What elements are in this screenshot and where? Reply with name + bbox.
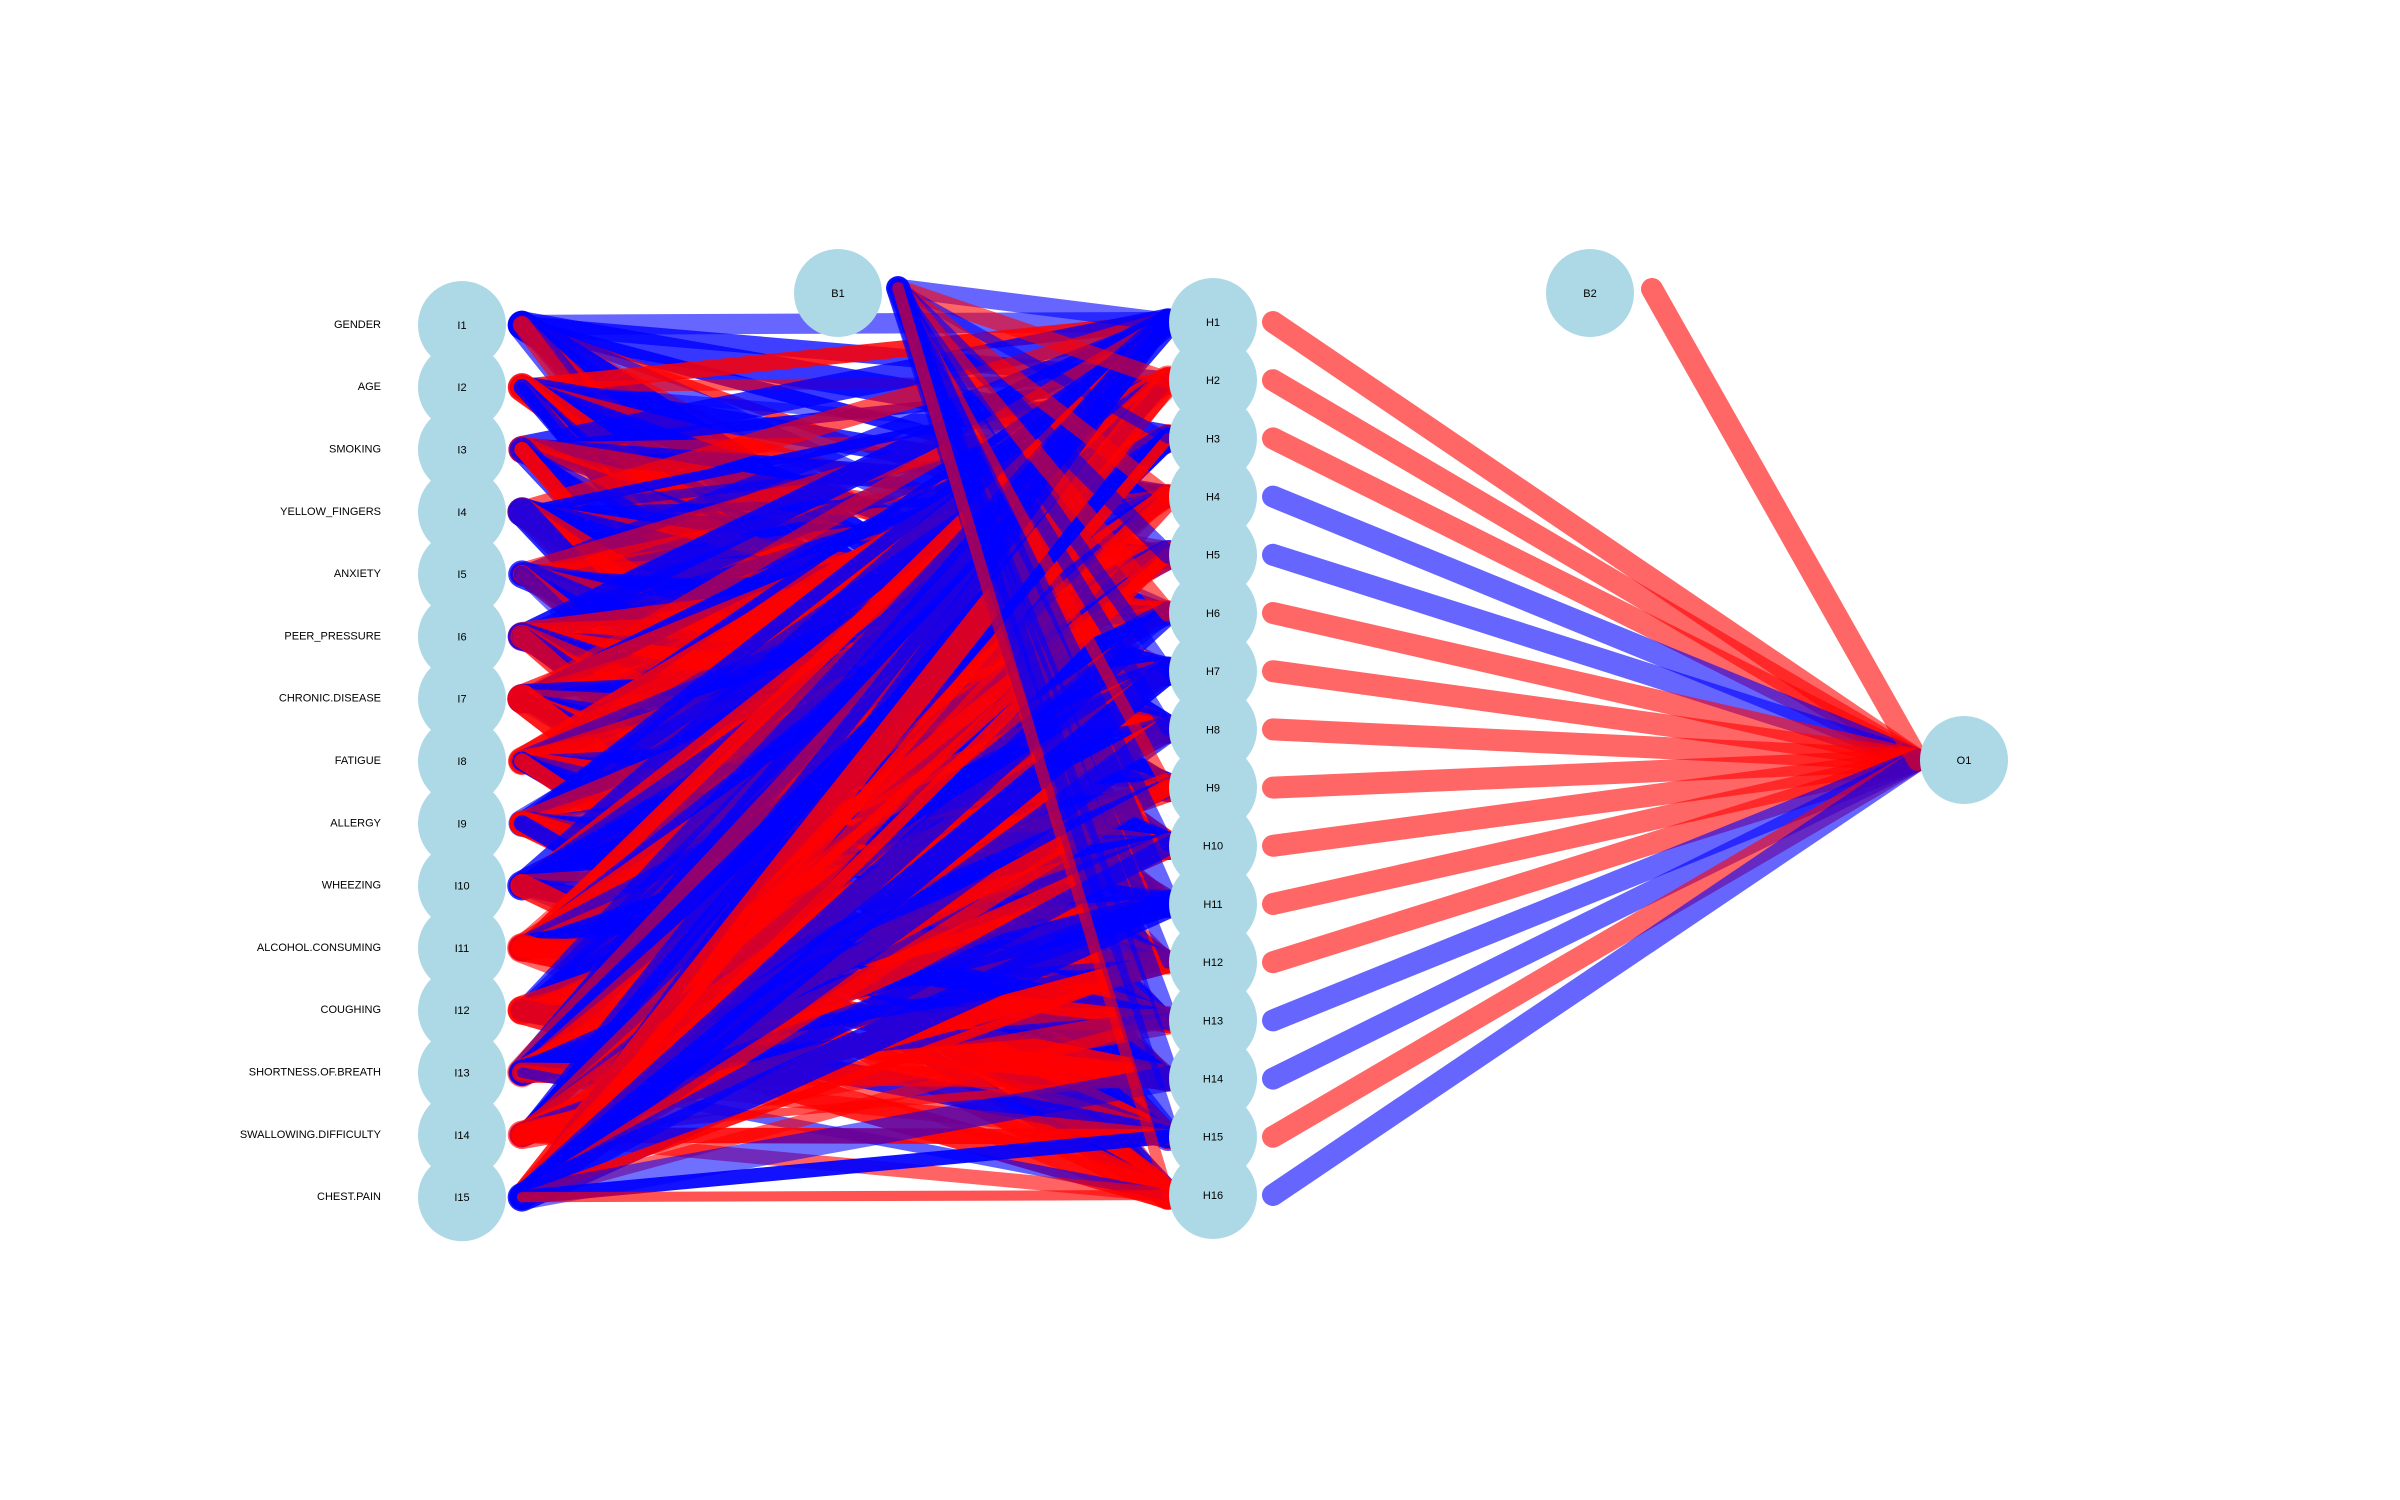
input-node-I12-label: I12 [454, 1005, 469, 1017]
hidden-node-H8-label: H8 [1206, 724, 1220, 736]
input-node-I8-label: I8 [457, 756, 466, 768]
hidden-node-H16-label: H16 [1203, 1190, 1223, 1202]
hidden-node-H9-label: H9 [1206, 783, 1220, 795]
input-name-I15: CHEST.PAIN [317, 1191, 381, 1203]
hidden-node-H15-label: H15 [1203, 1132, 1223, 1144]
bias-node-B2 [1546, 249, 1634, 337]
input-name-I11: ALCOHOL.CONSUMING [257, 942, 381, 954]
input-node-I6 [418, 592, 506, 681]
input-name-I10: WHEEZING [322, 880, 381, 892]
input-name-I3: SMOKING [329, 444, 381, 456]
hidden-node-H13-label: H13 [1203, 1015, 1223, 1027]
hidden-node-H3-label: H3 [1206, 433, 1220, 445]
input-node-I7-label: I7 [457, 694, 466, 706]
hidden-node-H5-label: H5 [1206, 550, 1220, 562]
connection-I15-H14 [509, 1065, 1181, 1210]
hidden-bias-connections [886, 276, 1180, 1201]
input-name-I14: SWALLOWING.DIFFICULTY [240, 1129, 382, 1141]
input-name-I7: CHRONIC.DISEASE [279, 693, 381, 705]
input-name-I12: COUGHING [321, 1004, 382, 1016]
hidden-node-H16 [1169, 1151, 1257, 1239]
input-node-I4-label: I4 [457, 507, 466, 519]
hidden-node-H4-label: H4 [1206, 492, 1220, 504]
input-node-I4 [418, 467, 506, 556]
hidden-node-H10-label: H10 [1203, 841, 1223, 853]
input-node-I15 [418, 1153, 506, 1242]
input-node-I5-label: I5 [457, 569, 466, 581]
input-node-I15-label: I15 [454, 1192, 469, 1204]
input-node-I3-label: I3 [457, 445, 466, 457]
input-name-I6: PEER_PRESSURE [284, 630, 381, 642]
hidden-output-connections [1262, 311, 1929, 1206]
hidden-node-H7-label: H7 [1206, 666, 1220, 678]
input-name-I2: AGE [358, 381, 381, 393]
input-name-I5: ANXIETY [334, 568, 382, 580]
input-node-I1-label: I1 [457, 320, 466, 332]
input-node-I8 [418, 717, 506, 806]
input-name-I4: YELLOW_FINGERS [280, 506, 381, 518]
input-node-I5 [418, 530, 506, 619]
connection-I15-H16 [516, 1189, 1174, 1203]
hidden-node-H2-label: H2 [1206, 375, 1220, 387]
input-variable-names: GENDER AGE SMOKING YELLOW_FINGERS ANXIETY PEE… [240, 319, 382, 1203]
hidden-node-H12-label: H12 [1203, 957, 1223, 969]
connection-H16-O1 [1262, 749, 1929, 1206]
output-bias-connection [1641, 278, 1929, 771]
input-node-I9-label: I9 [457, 818, 466, 830]
input-node-I11-label: I11 [455, 943, 469, 955]
connection-B1-H16 [892, 282, 1174, 1201]
connection-I4-H1 [510, 310, 1180, 523]
input-node-I13-label: I13 [454, 1068, 469, 1080]
input-name-I9: ALLERGY [330, 817, 381, 829]
connection-B2-O1 [1641, 278, 1929, 771]
connection-I15-H11 [507, 889, 1183, 1212]
input-node-I11 [418, 904, 506, 992]
input-name-I8: FATIGUE [335, 755, 381, 767]
input-node-I3 [418, 405, 506, 494]
input-node-I6-label: I6 [457, 631, 466, 643]
input-node-I12 [418, 966, 506, 1055]
input-node-I10 [418, 841, 506, 930]
input-node-I13 [418, 1028, 506, 1117]
input-name-I1: GENDER [334, 319, 381, 331]
connection-B1-H1 [888, 278, 1178, 332]
input-node-I7 [418, 654, 506, 743]
connection-B1-H2 [889, 279, 1177, 389]
output-node-O1 [1920, 716, 2008, 804]
network-nodes: I1 I2 I3 I4 I5 I6 I7 I8 I9 I10 I11 I12 I13 I14 I15 H1 H2… [418, 249, 2008, 1242]
bias-node-B1 [794, 249, 882, 337]
input-node-I14 [418, 1090, 506, 1179]
hidden-node-H11-label: H11 [1203, 899, 1222, 911]
hidden-node-H14-label: H14 [1203, 1074, 1223, 1086]
connection-I7-H1 [513, 313, 1177, 708]
connection-I15-H15 [514, 1129, 1176, 1205]
input-node-I10-label: I10 [454, 881, 469, 893]
input-node-I2-label: I2 [457, 382, 466, 394]
output-node-O1-label: O1 [1957, 755, 1972, 767]
hidden-node-H6-label: H6 [1206, 608, 1220, 620]
connection-I15-H12 [517, 957, 1173, 1202]
input-node-I9 [418, 779, 506, 868]
hidden-node-H1-label: H1 [1206, 317, 1220, 329]
input-node-I2 [418, 343, 506, 432]
bias-node-B1-label: B1 [831, 288, 844, 300]
bias-node-B2-label: B2 [1583, 288, 1596, 300]
input-node-I1 [418, 281, 506, 369]
input-name-I13: SHORTNESS.OF.BREATH [249, 1067, 381, 1079]
input-node-I14-label: I14 [454, 1130, 469, 1142]
